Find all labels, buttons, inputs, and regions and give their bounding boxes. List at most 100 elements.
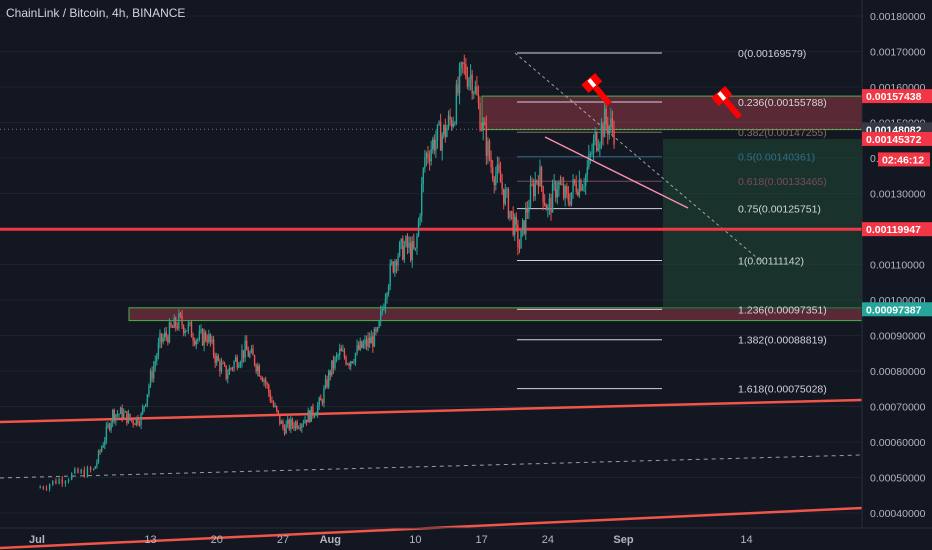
candle-body <box>373 328 376 347</box>
candle-body <box>348 363 350 367</box>
candle-body <box>227 374 229 379</box>
x-tick-label: 27 <box>277 534 289 546</box>
candle-body <box>381 309 383 311</box>
candle-body <box>501 182 503 189</box>
candle-body <box>383 308 385 310</box>
candle-body <box>249 352 251 357</box>
candle-body <box>272 402 275 407</box>
candle-body <box>540 167 543 187</box>
candle-body <box>151 371 153 379</box>
candle-body <box>474 86 477 93</box>
candle-body <box>271 400 273 403</box>
candle-body <box>493 178 495 186</box>
candles <box>39 54 615 492</box>
candle-body <box>197 339 199 341</box>
candle-body <box>149 371 152 386</box>
candle-body <box>156 355 158 362</box>
candle-body <box>555 182 557 198</box>
x-tick-label: 14 <box>740 534 752 546</box>
candle-body <box>378 320 380 328</box>
candle-body <box>482 122 484 131</box>
candle-body <box>266 383 268 385</box>
candle-body <box>584 175 587 186</box>
candle-body <box>170 322 172 327</box>
candle-body <box>510 210 513 213</box>
candle-body <box>242 350 245 358</box>
candle-body <box>304 419 306 424</box>
candle-body <box>132 420 134 424</box>
candle-body <box>157 343 160 356</box>
y-tick-label: 0.00170000 <box>870 47 926 59</box>
candle-body <box>597 148 599 151</box>
candle-body <box>562 184 565 198</box>
candle-body <box>436 124 439 141</box>
candle-body <box>569 201 571 205</box>
candle-body <box>293 425 295 429</box>
candle-body <box>205 332 207 341</box>
y-tick-label: 0.00130000 <box>870 189 926 201</box>
candle-body <box>214 355 216 363</box>
candle-body <box>473 92 475 94</box>
candle-body <box>310 406 313 422</box>
candle-body <box>600 123 603 144</box>
candle-body <box>575 183 577 192</box>
candle-body <box>331 360 333 376</box>
candle-body <box>416 235 418 248</box>
candle-body <box>291 419 294 426</box>
candle-body <box>613 128 615 145</box>
candle-body <box>506 189 508 191</box>
candle-body <box>539 167 541 187</box>
candle-body <box>100 447 103 452</box>
candle-body <box>424 157 426 169</box>
candle-body <box>586 167 588 176</box>
candle-body <box>234 357 237 362</box>
candle-body <box>320 397 322 401</box>
candle-body <box>52 480 54 485</box>
candle-body <box>398 242 401 257</box>
candle-body <box>517 224 519 247</box>
candle-body <box>580 179 582 191</box>
fib-label-0-75: 0.75(0.00125751) <box>738 204 821 216</box>
candle-body <box>447 115 450 128</box>
candle-body <box>443 125 445 136</box>
candle-body <box>124 411 126 413</box>
y-tick-label: 0.00110000 <box>870 260 925 272</box>
candle-body <box>263 379 265 382</box>
candle-body <box>327 371 330 387</box>
candle-body <box>321 400 324 404</box>
candle-body <box>255 364 257 372</box>
candle-body <box>528 207 530 213</box>
candle-body <box>217 356 220 361</box>
y-tick-label: 0.00060000 <box>870 437 926 449</box>
candle-body <box>187 323 190 331</box>
candle-body <box>397 256 399 266</box>
candle-body <box>495 174 497 186</box>
candle-body <box>413 241 415 249</box>
candle-body <box>566 186 568 194</box>
candle-body <box>432 139 434 150</box>
price-label-text: 0.00145372 <box>866 134 922 146</box>
candle-body <box>537 180 540 187</box>
candle-body <box>514 216 516 235</box>
candle-body <box>179 313 182 316</box>
candle-body <box>138 423 141 425</box>
candle-body <box>239 362 242 366</box>
candle-body <box>89 467 92 470</box>
candle-body <box>422 168 424 185</box>
candle-body <box>559 182 562 185</box>
candle-body <box>64 481 67 484</box>
candle-body <box>577 191 579 196</box>
candle-body <box>375 328 377 332</box>
candle-body <box>318 397 320 406</box>
candle-body <box>294 421 297 429</box>
candle-body <box>212 339 215 356</box>
descending-trendline <box>544 136 689 209</box>
candle-body <box>392 261 395 273</box>
price-label-text: 02:46:12 <box>882 154 924 166</box>
candle-body <box>564 186 566 198</box>
candle-body <box>365 339 368 347</box>
candle-body <box>189 322 191 324</box>
candle-body <box>198 331 201 340</box>
candle-body <box>58 479 60 484</box>
